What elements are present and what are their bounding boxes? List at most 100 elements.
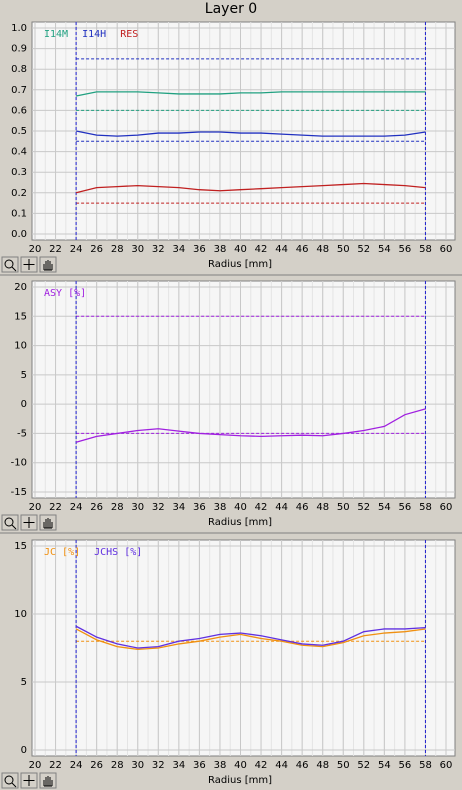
x-tick-label: 46: [296, 502, 309, 513]
y-tick-label: 0.2: [11, 188, 27, 199]
button-face: [1, 514, 19, 531]
toolbar-button[interactable]: [1, 256, 19, 273]
x-tick-label: 38: [214, 502, 227, 513]
toolbar-button[interactable]: [20, 772, 38, 789]
x-tick-label: 58: [419, 502, 432, 513]
x-tick-label: 34: [172, 244, 185, 255]
x-tick-label: 28: [111, 760, 124, 771]
x-tick-label: 40: [234, 244, 247, 255]
icon: [43, 518, 53, 529]
data-line: [75, 628, 426, 651]
x-axis-label: Radius [mm]: [208, 259, 272, 270]
toolbar-button[interactable]: [20, 514, 38, 531]
icon: [23, 775, 35, 786]
x-tick-label: 42: [255, 760, 268, 771]
x-tick-label: 48: [316, 760, 329, 771]
x-tick-label: 44: [275, 760, 288, 771]
data-line: [75, 130, 426, 137]
y-tick-label: 0.8: [11, 64, 27, 75]
x-tick-label: 20: [29, 760, 42, 771]
toolbar-button[interactable]: [39, 514, 57, 531]
legend-entry: JCHS [%]: [94, 547, 142, 558]
x-tick-label: 24: [70, 502, 83, 513]
x-tick-label: 28: [111, 244, 124, 255]
x-tick-label: 30: [131, 502, 144, 513]
icon: [43, 260, 53, 271]
y-tick-label: 0.1: [11, 208, 27, 219]
toolbar-button[interactable]: [20, 256, 38, 273]
x-tick-label: 26: [90, 244, 103, 255]
x-tick-label: 26: [90, 760, 103, 771]
x-tick-label: 58: [419, 244, 432, 255]
icon: [11, 266, 17, 272]
y-tick-label: 20: [14, 282, 27, 293]
y-tick-label: -10: [11, 458, 27, 469]
y-tick-label: 0.6: [11, 105, 27, 116]
x-tick-label: 42: [255, 502, 268, 513]
x-tick-label: 32: [152, 760, 165, 771]
x-tick-label: 38: [214, 760, 227, 771]
y-tick-label: 5: [21, 370, 27, 381]
y-tick-label: -15: [11, 487, 27, 498]
y-tick-label: 0: [21, 745, 27, 756]
y-tick-label: -5: [17, 428, 27, 439]
x-tick-label: 44: [275, 244, 288, 255]
toolbar-button[interactable]: [1, 514, 19, 531]
y-tick-label: 0: [21, 399, 27, 410]
toolbar-button[interactable]: [39, 772, 57, 789]
legend-entry: ASY [%]: [44, 288, 86, 299]
x-tick-label: 48: [316, 502, 329, 513]
y-tick-label: 10: [14, 609, 27, 620]
x-tick-label: 52: [357, 244, 370, 255]
legend-entry: I14M: [44, 29, 68, 40]
x-tick-label: 46: [296, 760, 309, 771]
x-tick-label: 54: [378, 760, 391, 771]
icon: [4, 517, 14, 527]
x-tick-label: 54: [378, 244, 391, 255]
data-line: [75, 625, 426, 649]
x-tick-label: 60: [440, 502, 453, 513]
x-tick-label: 46: [296, 244, 309, 255]
data-line: [75, 408, 426, 443]
x-tick-label: 60: [440, 760, 453, 771]
toolbar-button[interactable]: [1, 772, 19, 789]
x-tick-label: 56: [399, 244, 412, 255]
x-tick-label: 60: [440, 244, 453, 255]
icon: [11, 524, 17, 530]
x-tick-label: 50: [337, 760, 350, 771]
x-tick-label: 50: [337, 502, 350, 513]
y-tick-label: 0.7: [11, 85, 27, 96]
legend-entry: RES: [120, 29, 138, 40]
x-tick-label: 26: [90, 502, 103, 513]
x-tick-label: 32: [152, 502, 165, 513]
icon: [4, 259, 14, 269]
x-tick-label: 24: [70, 244, 83, 255]
toolbar-button[interactable]: [39, 256, 57, 273]
plot-area: [31, 280, 456, 499]
x-tick-label: 34: [172, 502, 185, 513]
x-tick-label: 56: [399, 760, 412, 771]
x-tick-label: 54: [378, 502, 391, 513]
x-tick-label: 34: [172, 760, 185, 771]
x-tick-label: 36: [193, 502, 206, 513]
icon: [23, 259, 35, 270]
icon: [43, 776, 53, 787]
legend-entry: JC [%]: [44, 547, 80, 558]
x-axis-label: Radius [mm]: [208, 517, 272, 528]
x-tick-label: 20: [29, 244, 42, 255]
x-tick-label: 30: [131, 244, 144, 255]
y-tick-label: 15: [14, 541, 27, 552]
x-tick-label: 42: [255, 244, 268, 255]
icon: [23, 517, 35, 528]
y-tick-label: 15: [14, 311, 27, 322]
y-tick-label: 0.9: [11, 44, 27, 55]
button-face: [1, 256, 19, 273]
y-tick-label: 5: [21, 677, 27, 688]
y-tick-label: 0.5: [11, 126, 27, 137]
plot-area: [31, 539, 456, 757]
y-tick-label: 0.0: [11, 229, 27, 240]
x-tick-label: 40: [234, 502, 247, 513]
x-tick-label: 20: [29, 502, 42, 513]
x-tick-label: 22: [49, 760, 62, 771]
